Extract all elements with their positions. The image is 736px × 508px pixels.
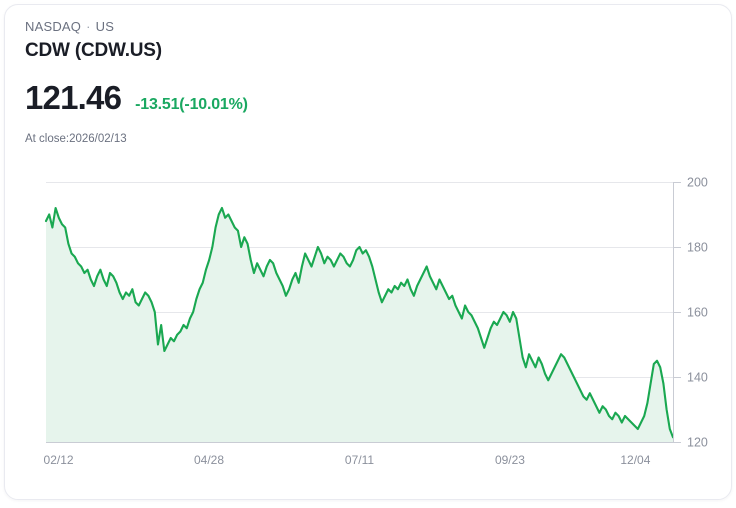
chart-area-fill — [46, 208, 673, 442]
price-chart: 200 180 160 140 120 02/12 04/28 07/11 09/23 12/0… — [5, 163, 731, 483]
separator-dot: · — [86, 19, 91, 34]
region-label: US — [95, 19, 115, 34]
current-price: 121.46 — [25, 79, 122, 116]
page-title: CDW (CDW.US) — [25, 40, 162, 61]
chart-line — [44, 206, 675, 439]
svg-text:140: 140 — [687, 371, 708, 385]
svg-text:200: 200 — [687, 176, 708, 190]
exchange-region-line: NASDAQ · US — [25, 19, 711, 35]
exchange-name: NASDAQ — [25, 19, 82, 34]
svg-text:120: 120 — [687, 436, 708, 450]
quote-header: NASDAQ · US CDW (CDW.US) 121.46 -13.51(-10… — [25, 19, 711, 146]
svg-text:04/28: 04/28 — [194, 453, 224, 467]
price-chart-svg: 200 180 160 140 120 02/12 04/28 07/11 09/23 12/0… — [44, 176, 708, 468]
market-status-text: At close:2026/02/13 — [25, 133, 127, 145]
chart-x-tick-labels: 02/12 04/28 07/11 09/23 12/04 — [44, 453, 651, 467]
svg-text:09/23: 09/23 — [495, 453, 525, 467]
svg-text:02/12: 02/12 — [44, 453, 74, 467]
svg-text:07/11: 07/11 — [345, 453, 374, 467]
svg-text:160: 160 — [687, 306, 708, 320]
chart-y-tick-labels: 200 180 160 140 120 — [687, 176, 708, 450]
stock-quote-card: NASDAQ · US CDW (CDW.US) 121.46 -13.51(-10… — [4, 4, 732, 500]
svg-text:12/04: 12/04 — [620, 453, 650, 467]
chart-axis — [673, 182, 681, 443]
svg-text:180: 180 — [687, 241, 708, 255]
price-row: 121.46 -13.51(-10.01%) — [25, 80, 711, 116]
price-change: -13.51(-10.01%) — [135, 96, 248, 113]
